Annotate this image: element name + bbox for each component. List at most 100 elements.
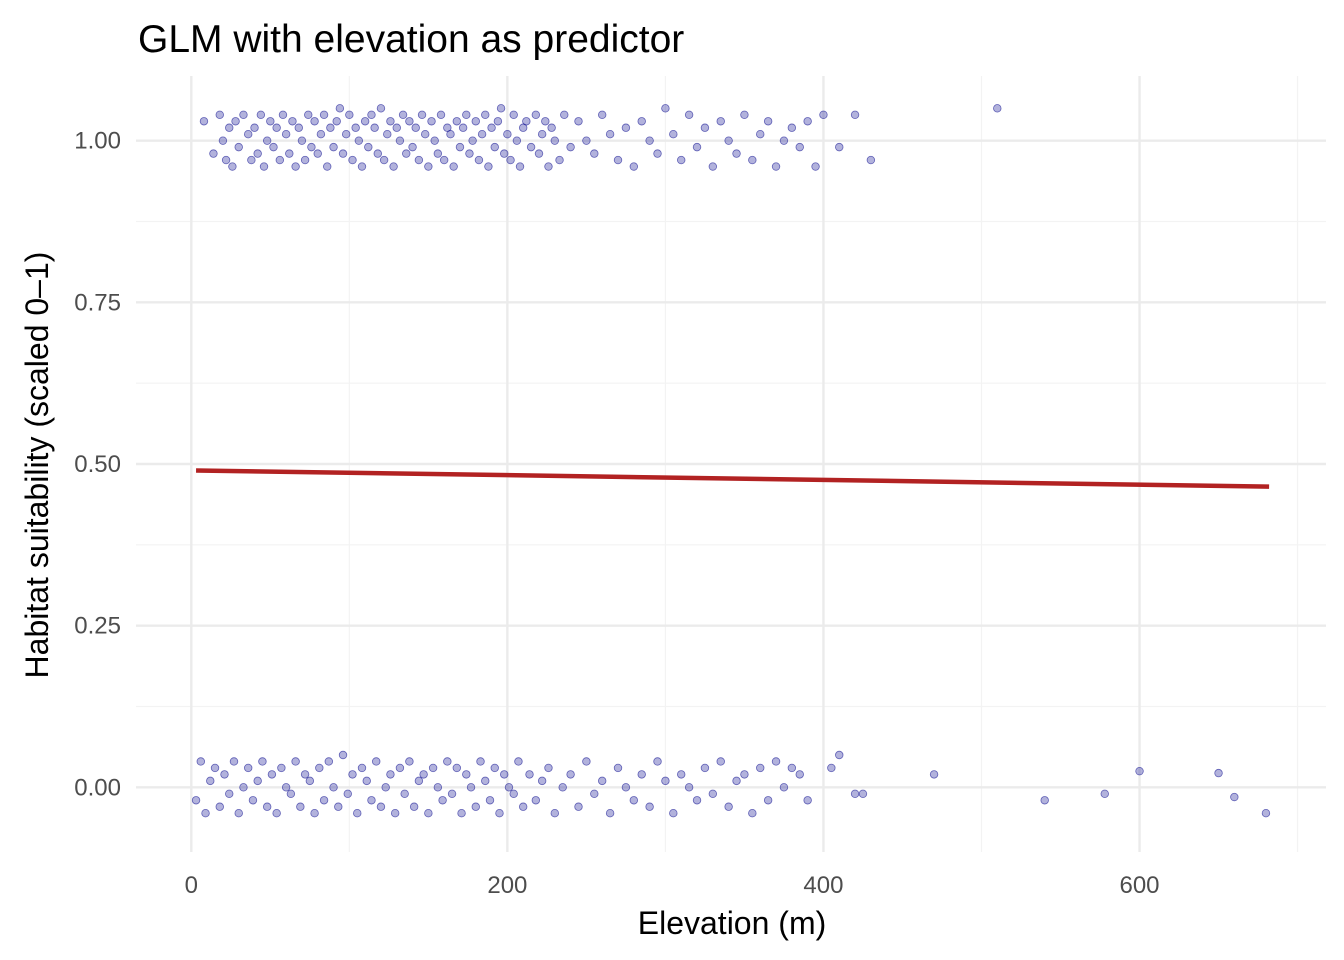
absence-point xyxy=(803,796,812,805)
absence-point xyxy=(708,789,718,798)
presence-point xyxy=(316,129,326,139)
presence-point xyxy=(427,117,436,126)
absence-point xyxy=(669,809,678,818)
presence-point xyxy=(272,123,281,132)
presence-point xyxy=(253,149,262,158)
presence-point xyxy=(547,123,556,132)
chart-title: GLM with elevation as predictor xyxy=(138,18,684,61)
absence-point xyxy=(267,770,277,779)
absence-point xyxy=(1261,809,1271,818)
presence-point xyxy=(522,117,531,126)
absence-point xyxy=(518,802,528,811)
absence-point xyxy=(376,802,386,811)
presence-point xyxy=(449,162,458,171)
presence-point xyxy=(383,129,392,139)
absence-point xyxy=(447,789,457,798)
absence-point xyxy=(700,763,710,773)
absence-point xyxy=(621,783,631,792)
absence-point xyxy=(732,776,741,786)
presence-point xyxy=(708,162,718,171)
absence-point xyxy=(850,789,860,798)
presence-point xyxy=(455,142,465,152)
y-tick-label: 0.00 xyxy=(74,774,121,801)
presence-point xyxy=(209,149,218,158)
absence-point xyxy=(319,796,329,805)
x-tick-label: 400 xyxy=(803,872,843,899)
y-tick-label: 0.50 xyxy=(74,451,121,478)
presence-point xyxy=(360,117,370,126)
presence-point xyxy=(835,142,844,152)
presence-point xyxy=(392,123,401,132)
presence-point xyxy=(645,136,654,145)
absence-point xyxy=(1040,796,1049,805)
presence-point xyxy=(613,155,623,165)
presence-point xyxy=(259,162,269,171)
presence-point xyxy=(531,110,541,119)
absence-point xyxy=(1100,789,1109,798)
absence-point xyxy=(574,802,583,811)
absence-point xyxy=(210,763,220,773)
presence-point xyxy=(637,117,646,126)
presence-point xyxy=(484,162,493,171)
presence-point xyxy=(389,162,398,171)
presence-point xyxy=(386,117,395,126)
absence-point xyxy=(229,757,239,766)
presence-point xyxy=(269,142,278,152)
presence-point xyxy=(621,123,631,132)
presence-point xyxy=(471,117,480,126)
x-axis-title: Elevation (m) xyxy=(638,905,827,941)
presence-point xyxy=(465,149,474,158)
presence-point xyxy=(468,136,477,145)
absence-point xyxy=(779,783,789,792)
absence-point xyxy=(598,776,607,786)
presence-point xyxy=(256,110,266,119)
absence-point xyxy=(324,757,334,766)
absence-point xyxy=(372,757,381,766)
presence-point xyxy=(605,129,615,139)
presence-point xyxy=(373,149,382,158)
presence-point xyxy=(462,110,471,119)
presence-point xyxy=(866,155,876,165)
absence-point xyxy=(400,789,409,798)
presence-point xyxy=(408,142,417,152)
presence-point xyxy=(310,117,319,126)
x-tick-label: 0 xyxy=(185,872,198,899)
absence-point xyxy=(386,770,395,779)
presence-point xyxy=(474,155,484,165)
absence-point xyxy=(215,802,224,811)
absence-point xyxy=(550,809,559,818)
presence-point xyxy=(231,117,240,126)
absence-point xyxy=(827,763,836,773)
presence-point xyxy=(500,149,509,158)
presence-point xyxy=(329,142,338,152)
presence-point xyxy=(534,149,544,158)
absence-point xyxy=(206,776,215,786)
absence-point xyxy=(334,802,343,811)
presence-point xyxy=(357,162,367,171)
presence-point xyxy=(278,110,288,119)
absence-point xyxy=(281,783,291,792)
presence-point xyxy=(526,142,536,152)
absence-point xyxy=(390,809,400,818)
presence-point xyxy=(275,155,285,165)
absence-point xyxy=(716,757,725,766)
presence-point xyxy=(771,162,781,171)
presence-point xyxy=(281,129,291,139)
absence-point xyxy=(438,796,447,805)
absence-point xyxy=(419,770,428,779)
presence-point xyxy=(732,149,741,158)
presence-point xyxy=(297,136,307,145)
presence-point xyxy=(537,129,547,139)
x-tick-label: 200 xyxy=(487,872,527,899)
absence-point xyxy=(653,757,662,766)
absence-point xyxy=(471,802,480,811)
absence-point xyxy=(239,783,248,792)
absence-point xyxy=(201,809,210,818)
absence-point xyxy=(305,776,315,786)
absence-point xyxy=(329,783,338,792)
presence-point xyxy=(756,129,765,139)
absence-point xyxy=(258,757,267,766)
absence-point xyxy=(296,802,305,811)
presence-point xyxy=(506,155,515,165)
